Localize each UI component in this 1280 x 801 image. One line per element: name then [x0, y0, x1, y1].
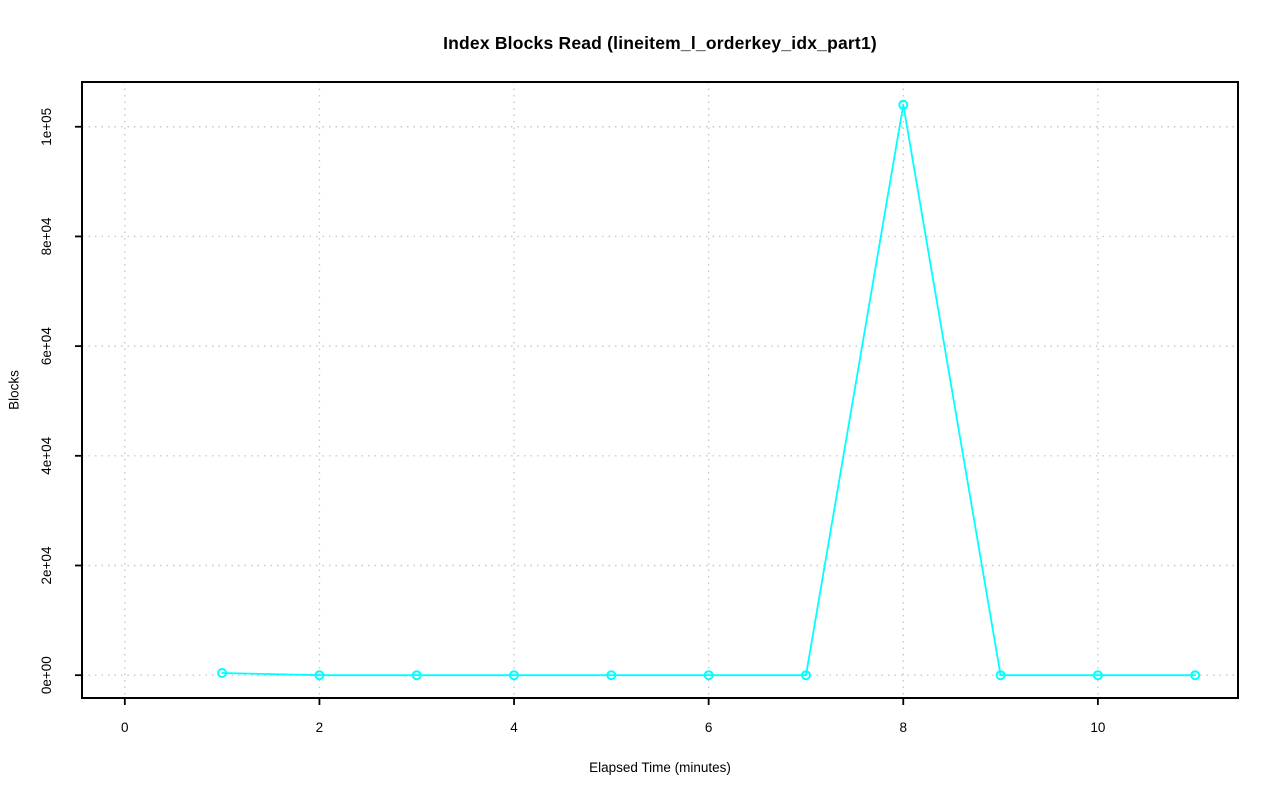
- data-point-marker: [898, 99, 909, 110]
- x-tick-label: 4: [510, 720, 518, 735]
- axis-ticks: 0 2 4 6 8 10 0e+00 2e+04 4e+04 6e+04 8e+04 1e+05: [39, 108, 1105, 735]
- gridlines: [82, 82, 1238, 698]
- data-point-marker: [411, 670, 422, 681]
- x-axis-label: Elapsed Time (minutes): [589, 760, 731, 775]
- y-tick-label: 0e+00: [39, 656, 54, 694]
- data-point-marker: [509, 670, 519, 681]
- x-tick-label: 10: [1090, 720, 1105, 735]
- x-tick-label: 2: [316, 720, 324, 735]
- plot-border-box: [81, 81, 1239, 699]
- chart-title: Index Blocks Read (lineitem_l_orderkey_i…: [443, 33, 877, 53]
- data-point-marker: [995, 670, 1006, 681]
- data-point-marker: [606, 670, 617, 681]
- data-point-marker: [314, 670, 325, 681]
- y-tick-label: 4e+04: [39, 436, 54, 474]
- y-tick-label: 2e+04: [39, 546, 54, 584]
- x-tick-label: 8: [900, 720, 908, 735]
- data-point-marker: [1092, 670, 1103, 681]
- data-point-marker: [1190, 670, 1201, 681]
- data-point-marker: [217, 668, 228, 678]
- data-point-marker: [801, 670, 811, 681]
- y-tick-label: 1e+05: [39, 108, 54, 146]
- data-series: [217, 99, 1201, 681]
- y-tick-label: 6e+04: [39, 327, 54, 365]
- x-tick-label: 0: [121, 720, 129, 735]
- series-line: [221, 103, 1197, 677]
- x-tick-label: 6: [705, 720, 713, 735]
- data-point-marker: [703, 670, 714, 681]
- y-axis-label: Blocks: [6, 370, 22, 410]
- y-tick-label: 8e+04: [39, 217, 54, 255]
